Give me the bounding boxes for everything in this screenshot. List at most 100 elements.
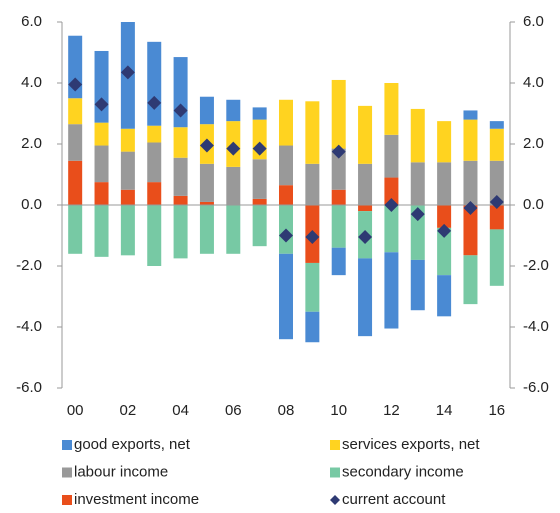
bar-segment	[463, 255, 478, 305]
marker	[463, 201, 478, 216]
bar-segment	[384, 134, 399, 178]
bar-segment	[410, 162, 425, 205]
legend-label: investment income	[74, 491, 199, 508]
y2-tick-label: -2.0	[523, 257, 549, 274]
bar-segment	[305, 163, 320, 205]
bar-segment	[279, 185, 293, 205]
x-tick-label: 16	[488, 402, 505, 419]
marker	[252, 141, 267, 156]
bar-segment	[331, 247, 346, 276]
bar-segment	[226, 99, 241, 122]
y2-tick-label: 4.0	[523, 74, 544, 91]
bar-segment	[120, 151, 135, 190]
bar-segment	[489, 128, 504, 161]
bar-segment	[252, 159, 267, 199]
bar-segment	[410, 259, 425, 311]
bar-segment	[252, 198, 267, 205]
legend-label: services exports, net	[342, 436, 480, 453]
bar-segment	[305, 262, 320, 312]
bar-segment	[358, 258, 373, 337]
legend-swatch	[62, 467, 72, 478]
bar-segment	[305, 101, 320, 164]
bar-segment	[358, 105, 373, 164]
y2-tick-label: 0.0	[523, 196, 544, 213]
bar-segment	[147, 182, 162, 205]
bar-segment	[147, 41, 162, 126]
bar-segment	[331, 189, 346, 205]
bar-segment	[358, 163, 373, 205]
marker	[410, 207, 425, 222]
bar-segment	[94, 182, 109, 205]
x-tick-label: 06	[225, 402, 242, 419]
bar-segment	[226, 205, 241, 254]
y-tick-label: 2.0	[21, 135, 42, 152]
marker	[437, 223, 452, 238]
bar-segment	[173, 127, 188, 158]
bar-segment	[68, 160, 83, 205]
bar-segment	[147, 142, 162, 183]
bar-segment	[489, 205, 504, 230]
marker	[358, 230, 373, 245]
bar-segment	[199, 96, 214, 125]
legend-label: good exports, net	[74, 436, 191, 453]
x-tick-label: 00	[67, 402, 84, 419]
marker	[94, 97, 109, 112]
bar-segment	[226, 166, 241, 205]
marker	[279, 228, 293, 243]
y-tick-label: -6.0	[16, 379, 42, 396]
bar-segment	[410, 108, 425, 163]
marker	[489, 194, 504, 209]
bar-segment	[279, 145, 293, 186]
bar-segment	[68, 205, 83, 254]
bar-segment	[384, 83, 399, 135]
legend-label: secondary income	[342, 463, 464, 480]
y2-tick-label: -4.0	[523, 318, 549, 335]
y-tick-label: -2.0	[16, 257, 42, 274]
bar-segment	[147, 205, 162, 266]
x-tick-label: 02	[120, 402, 137, 419]
bar-segment	[437, 227, 452, 276]
bar-segment	[437, 121, 452, 163]
y-tick-label: 6.0	[21, 13, 42, 30]
legend-swatch	[330, 440, 340, 450]
bar-segment	[489, 229, 504, 286]
y2-tick-label: 2.0	[523, 135, 544, 152]
marker	[305, 230, 320, 245]
bar-segment	[68, 124, 83, 161]
x-tick-label: 14	[436, 402, 453, 419]
bar-segment	[463, 205, 478, 256]
bar-segment	[410, 205, 425, 260]
marker	[147, 95, 162, 110]
bar-segment	[279, 99, 293, 146]
bar-segment	[437, 205, 452, 228]
bar-segment	[331, 148, 346, 190]
bar-segment	[437, 275, 452, 317]
bar-segment	[463, 160, 478, 205]
marker	[68, 77, 83, 92]
bar-segment	[94, 145, 109, 183]
x-tick-label: 10	[330, 402, 347, 419]
marker	[331, 144, 346, 159]
x-tick-label: 08	[278, 402, 295, 419]
y-tick-label: 4.0	[21, 74, 42, 91]
bar-segment	[94, 205, 109, 257]
bar-segment	[463, 119, 478, 161]
legend-label: current account	[342, 491, 446, 508]
bar-segment	[173, 195, 188, 205]
bar-segment	[305, 311, 320, 343]
bar-segment	[120, 189, 135, 205]
bar-segment	[279, 253, 293, 340]
bar-segment	[384, 252, 399, 329]
y2-tick-label: 6.0	[523, 13, 544, 30]
marker	[199, 138, 214, 153]
bar-segment	[68, 98, 83, 125]
legend-swatch	[62, 440, 72, 450]
y-tick-label: -4.0	[16, 318, 42, 335]
marker	[120, 65, 135, 80]
legend-marker	[330, 495, 340, 505]
bar-segment	[252, 107, 267, 120]
bar-segment	[358, 205, 373, 212]
bar-segment	[120, 205, 135, 256]
bar-segment	[489, 121, 504, 129]
marker	[384, 198, 399, 212]
